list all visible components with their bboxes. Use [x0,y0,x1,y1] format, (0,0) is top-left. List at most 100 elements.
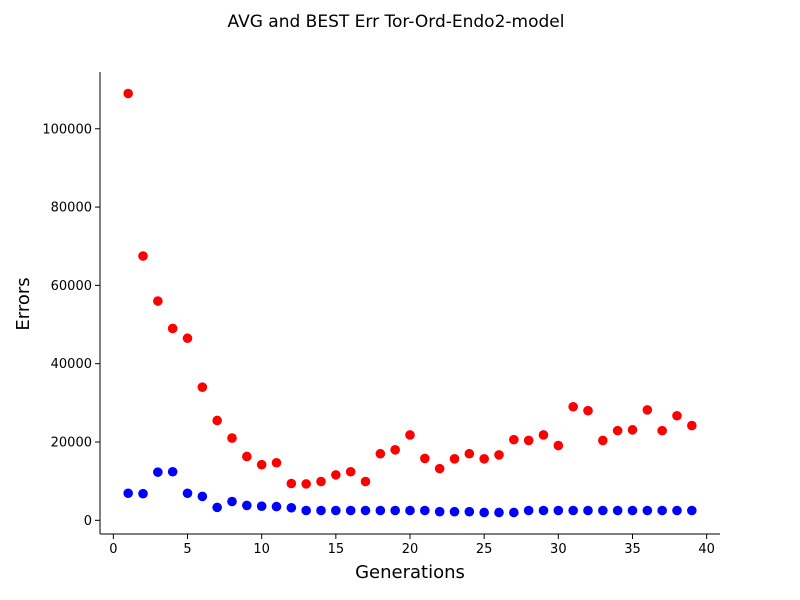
data-point [687,505,697,516]
data-point [420,453,430,464]
data-point [242,500,252,511]
data-point [553,505,564,516]
data-point [464,448,475,459]
y-axis-label: Errors [13,277,34,330]
data-point [242,451,252,462]
data-point [345,466,356,477]
data-point [375,505,386,516]
data-point [123,488,133,499]
series-0 [123,88,697,489]
y-tick-label: 80000 [51,201,92,216]
data-point [360,476,371,487]
data-point [434,506,445,517]
x-tick-label: 10 [253,542,270,557]
y-tick-label: 40000 [51,357,92,372]
y-tick-label: 60000 [51,279,92,294]
x-tick-label: 35 [624,542,641,557]
data-point [494,450,504,460]
data-point [434,463,445,474]
x-tick-label: 40 [698,542,715,557]
y-axis-ticks: 0 20000 40000 60000 80000 100000 [42,122,100,529]
data-point [153,296,163,306]
data-point [568,505,578,516]
data-point [212,502,222,513]
x-tick-label: 15 [328,542,345,557]
x-tick-label: 5 [183,542,191,557]
data-point [687,420,697,431]
data-point [197,382,208,392]
series-1 [123,466,697,518]
data-point [271,501,282,512]
data-point [390,505,400,516]
data-point [405,430,415,440]
data-point [523,435,534,446]
data-point [583,405,593,416]
data-point [405,505,415,516]
data-point [598,435,608,446]
data-point [568,401,578,412]
y-tick-label: 20000 [51,435,92,450]
data-point [509,507,519,518]
data-point [227,433,237,443]
y-tick-label: 0 [84,514,92,529]
data-point [479,507,489,518]
data-point [612,505,623,516]
data-point [271,457,282,468]
data-point [197,491,208,502]
x-tick-label: 20 [402,542,419,557]
data-point [256,459,267,470]
data-point [301,505,311,516]
data-point [553,440,564,451]
data-point [316,476,326,487]
data-point [182,333,193,344]
chart-title: AVG and BEST Err Tor-Ord-Endo2-model [228,12,565,32]
data-point [509,434,519,445]
data-point [331,505,341,516]
data-point [375,448,386,459]
x-axis-label: Generations [355,562,465,583]
data-point [167,466,178,477]
data-point [479,454,489,464]
data-point [523,505,534,516]
data-point [642,505,653,516]
x-tick-label: 25 [476,542,493,557]
x-tick-label: 0 [109,542,117,557]
data-point [672,505,682,516]
data-point [612,425,623,436]
data-point [153,467,163,477]
data-point [138,251,148,261]
data-point [390,445,400,455]
data-point [657,505,667,516]
x-tick-label: 30 [550,542,567,557]
data-point [286,502,297,513]
data-point [672,410,682,421]
x-axis-ticks: 0 5 10 15 20 25 30 35 40 [109,534,715,557]
data-point [286,478,297,489]
data-point [301,479,311,489]
data-point [657,425,667,436]
data-point [538,505,549,516]
data-point [212,415,222,426]
y-tick-label: 100000 [42,122,92,137]
data-point [227,496,237,507]
data-point [464,506,475,517]
data-point [538,430,549,440]
data-point [138,488,148,499]
data-point [420,505,430,516]
data-point [167,323,178,334]
data-point [449,506,460,517]
data-point [316,505,326,516]
data-point [360,505,371,516]
data-point [583,505,593,516]
data-point [627,505,638,516]
data-point [256,501,267,512]
data-point [331,470,341,480]
data-point [642,405,653,415]
data-point [627,425,638,435]
plot-area [123,88,697,518]
data-point [182,488,193,499]
data-point [494,507,504,518]
data-point [123,88,133,99]
